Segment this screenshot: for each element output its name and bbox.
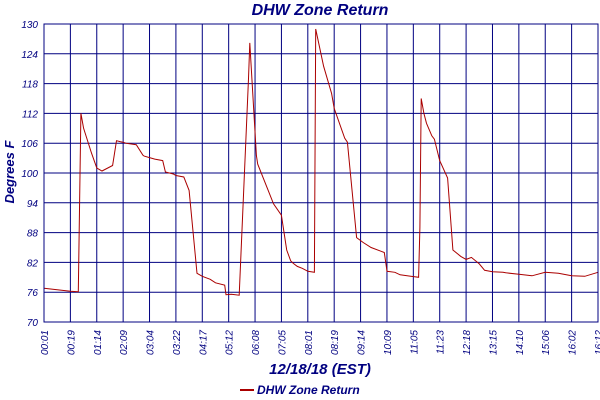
legend: DHW Zone Return [240,383,360,397]
legend-label: DHW Zone Return [257,383,360,397]
series-line-dhw-zone-return [43,28,599,296]
y-tick-label: 124 [21,50,38,61]
y-tick-label: 76 [27,288,39,299]
x-tick-label: 08:19 [330,330,341,355]
y-tick-label: 118 [22,80,38,91]
x-tick-label: 04:17 [198,330,209,355]
y-tick-label: 100 [21,169,38,180]
x-tick-label: 13:15 [488,330,499,355]
grid [43,23,599,323]
y-tick-label: 88 [27,229,39,240]
x-axis-label: 12/18/18 (EST) [269,361,371,378]
x-tick-label: 09:14 [357,330,368,355]
y-tick-labels: 130 124 118 112 106 100 94 88 82 76 70 [21,20,38,329]
plot-area [43,23,599,323]
x-tick-label: 12:18 [462,330,473,355]
y-tick-label: 94 [27,199,39,210]
y-tick-label: 130 [21,20,38,31]
chart-title: DHW Zone Return [252,2,389,19]
x-tick-label: 08:01 [304,330,315,355]
y-axis-label: Degrees F [2,140,17,204]
y-tick-label: 112 [22,109,38,120]
x-tick-label: 14:10 [515,330,526,355]
x-tick-label: 16:12 [594,330,600,355]
x-tick-label: 16:02 [568,330,579,355]
x-tick-label: 15:06 [541,330,552,355]
x-tick-label: 01:14 [93,330,104,355]
x-tick-label: 07:05 [277,330,288,355]
y-tick-label: 106 [21,139,38,150]
x-tick-label: 11:05 [409,330,420,355]
x-tick-label: 05:12 [225,330,236,355]
x-tick-label: 00:01 [40,330,51,355]
y-tick-label: 82 [27,258,39,269]
y-tick-label: 70 [27,318,39,329]
x-tick-label: 00:19 [66,330,77,355]
x-tick-label: 06:08 [251,330,262,355]
x-tick-label: 03:04 [146,330,157,355]
x-tick-labels: 00:01 00:19 01:14 02:09 03:04 03:22 04:17 05:12… [40,330,600,355]
x-tick-label: 02:09 [119,330,130,355]
x-tick-label: 03:22 [172,330,183,355]
x-tick-label: 10:09 [383,330,394,355]
series-layer [43,28,599,296]
x-tick-label: 11:23 [436,330,447,355]
